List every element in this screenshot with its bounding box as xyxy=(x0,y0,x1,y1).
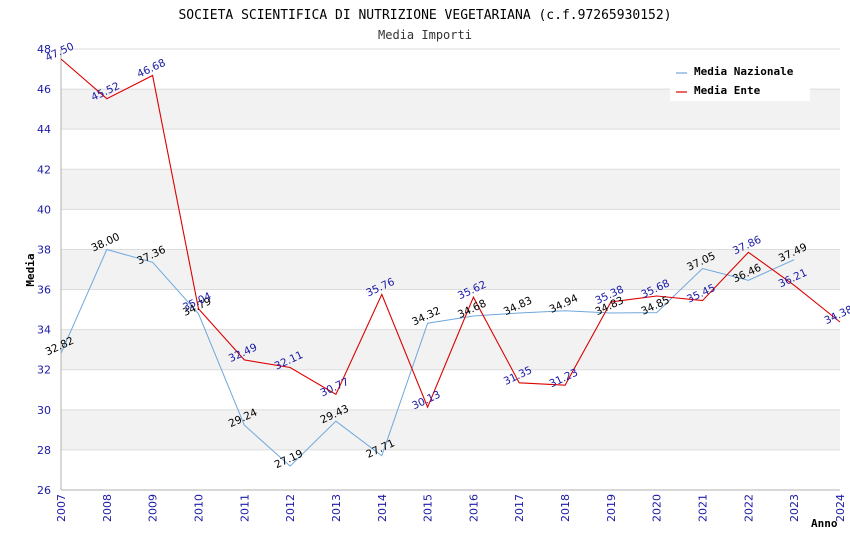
x-tick-label: 2009 xyxy=(147,494,160,522)
x-tick-label: 2021 xyxy=(697,494,710,522)
y-tick-label: 36 xyxy=(37,284,51,297)
x-tick-labels: 2007 2008 2009 2010 2011 2012 2013 2014 2015 2016… xyxy=(55,494,847,522)
data-label: 34.94 xyxy=(548,292,581,316)
y-tick-label: 46 xyxy=(37,83,51,96)
y-tick-label: 38 xyxy=(37,243,51,256)
x-tick-label: 2017 xyxy=(513,494,526,522)
y-tick-label: 26 xyxy=(37,484,51,497)
data-label: 34.83 xyxy=(502,294,534,318)
chart-title: SOCIETA SCIENTIFICA DI NUTRIZIONE VEGETA… xyxy=(178,8,671,23)
x-tick-label: 2019 xyxy=(605,494,618,522)
y-tick-label: 32 xyxy=(37,364,51,377)
series-lines xyxy=(60,58,841,467)
x-axis-label: Anno xyxy=(811,517,838,530)
legend-box xyxy=(670,60,810,101)
data-label: 27.19 xyxy=(273,448,305,472)
grid-band xyxy=(61,169,840,210)
legend-label-media-ente: Media Ente xyxy=(694,84,761,97)
x-tick-label: 2010 xyxy=(192,494,205,522)
axes xyxy=(60,49,840,491)
grid-band xyxy=(61,409,840,450)
chart-subtitle: Media Importi xyxy=(378,28,472,42)
x-tick-label: 2022 xyxy=(742,494,755,522)
data-label: 34.38 xyxy=(823,304,850,328)
y-tick-label: 30 xyxy=(37,404,51,417)
y-tick-label: 48 xyxy=(37,43,51,56)
x-tick-label: 2023 xyxy=(788,494,801,522)
data-label: 30.77 xyxy=(319,376,351,400)
x-tick-label: 2024 xyxy=(834,494,847,522)
legend-label-media-nazionale: Media Nazionale xyxy=(694,65,794,78)
series-line-media-ente xyxy=(60,58,841,409)
x-tick-label: 2011 xyxy=(238,494,251,522)
y-tick-label: 44 xyxy=(37,123,51,136)
grid-band xyxy=(61,249,840,290)
data-label: 46.68 xyxy=(135,57,167,81)
y-tick-label: 40 xyxy=(37,203,51,216)
x-tick-label: 2012 xyxy=(284,494,297,522)
data-label: 34.32 xyxy=(410,305,442,329)
grid-bands xyxy=(61,89,840,450)
x-tick-label: 2016 xyxy=(467,494,480,522)
grid-band xyxy=(61,329,840,370)
legend: Media Nazionale Media Ente xyxy=(670,60,810,101)
y-tick-labels: 26 28 30 32 34 36 38 40 42 44 46 48 xyxy=(37,43,51,497)
x-tick-label: 2007 xyxy=(55,494,68,522)
x-tick-label: 2020 xyxy=(651,494,664,522)
x-tick-label: 2014 xyxy=(376,494,389,522)
data-label: 30.13 xyxy=(410,389,442,413)
grid-lines xyxy=(61,48,840,491)
y-tick-label: 42 xyxy=(37,163,51,176)
x-tick-label: 2015 xyxy=(422,494,435,522)
x-tick-label: 2008 xyxy=(101,494,114,522)
y-axis-label: Media xyxy=(24,253,37,286)
x-tick-label: 2013 xyxy=(330,494,343,522)
y-tick-label: 28 xyxy=(37,444,51,457)
y-tick-label: 34 xyxy=(37,324,51,337)
x-tick-label: 2018 xyxy=(559,494,572,522)
